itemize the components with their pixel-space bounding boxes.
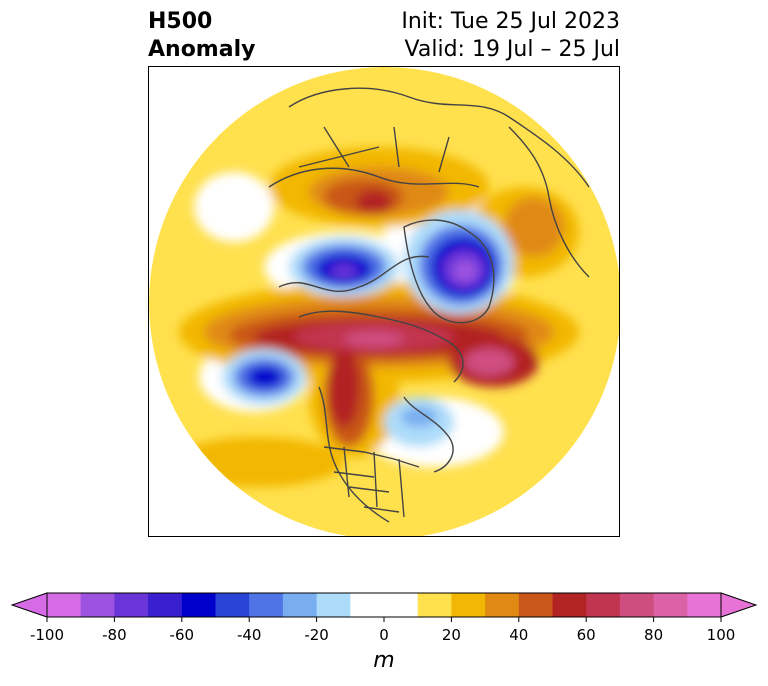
title-valid: Valid: 19 Jul – 25 Jul — [404, 37, 620, 62]
colorbar-bin — [619, 593, 655, 617]
colorbar-bin — [47, 593, 82, 617]
title-anomaly: Anomaly — [148, 37, 256, 62]
positive-anomaly — [344, 331, 404, 347]
coastline-path — [288, 87, 590, 188]
colorbar-tick-label: 100 — [706, 626, 736, 644]
colorbar-bin — [316, 593, 351, 617]
negative-anomaly — [247, 366, 283, 388]
colorbar-bin — [451, 593, 486, 617]
negative-anomaly — [330, 264, 358, 278]
colorbar-bin — [518, 593, 553, 617]
colorbar-tick-label: -40 — [236, 626, 262, 644]
coastline-path — [298, 310, 464, 383]
colorbar-bin — [350, 593, 419, 617]
colorbar-bin — [114, 593, 149, 617]
colorbar-bin — [249, 593, 284, 617]
colorbar-bin — [687, 593, 722, 617]
colorbar-tick-label: 60 — [576, 626, 596, 644]
chart-title-right: Init: Tue 25 Jul 2023 Valid: 19 Jul – 25… — [401, 8, 620, 64]
anomaly-field — [149, 67, 619, 536]
colorbar-bin — [653, 593, 688, 617]
colorbar-bin — [181, 593, 216, 617]
coastline-path — [268, 167, 480, 188]
colorbar-extend-min — [10, 592, 48, 618]
colorbar — [10, 592, 758, 622]
coastline-path — [278, 255, 430, 292]
colorbar-tick-label: -60 — [169, 626, 195, 644]
negative-anomaly — [453, 260, 477, 282]
border-path — [333, 471, 400, 513]
border-path — [343, 446, 405, 518]
positive-anomaly — [174, 437, 344, 487]
colorbar-bin — [586, 593, 621, 617]
title-variable: H500 — [148, 9, 213, 34]
title-init: Init: Tue 25 Jul 2023 — [401, 9, 620, 34]
chart-title-left: H500 Anomaly — [148, 8, 255, 64]
colorbar-tick-label: 80 — [644, 626, 664, 644]
anomaly-map — [149, 67, 619, 536]
colorbar-bin — [148, 593, 183, 617]
colorbar-tick-label: 20 — [441, 626, 461, 644]
colorbar-tick-label: -100 — [29, 626, 65, 644]
neutral-region — [194, 172, 274, 242]
border-path — [298, 126, 450, 173]
colorbar-bin — [80, 593, 115, 617]
colorbar-bin — [552, 593, 587, 617]
colorbar-bin — [417, 593, 452, 617]
coastline-path — [508, 126, 590, 278]
positive-anomaly — [356, 190, 392, 214]
greenland-outline — [403, 219, 495, 324]
colorbar-extend-max — [720, 592, 758, 618]
positive-anomaly — [328, 347, 360, 427]
colorbar-bin — [215, 593, 250, 617]
map-panel — [148, 66, 620, 537]
colorbar-label: m — [373, 648, 395, 673]
colorbar-tick-label: -20 — [304, 626, 329, 644]
positive-anomaly — [504, 197, 564, 257]
colorbar-tick-label: 40 — [509, 626, 529, 644]
colorbar-tick-label: -80 — [102, 626, 127, 644]
colorbar-bin — [485, 593, 520, 617]
coastline-path — [403, 396, 454, 473]
positive-anomaly — [464, 348, 514, 376]
coastlines — [268, 87, 590, 523]
colorbar-bin — [282, 593, 318, 617]
colorbar-tick-label: 0 — [379, 626, 389, 644]
negative-anomaly — [401, 407, 437, 427]
